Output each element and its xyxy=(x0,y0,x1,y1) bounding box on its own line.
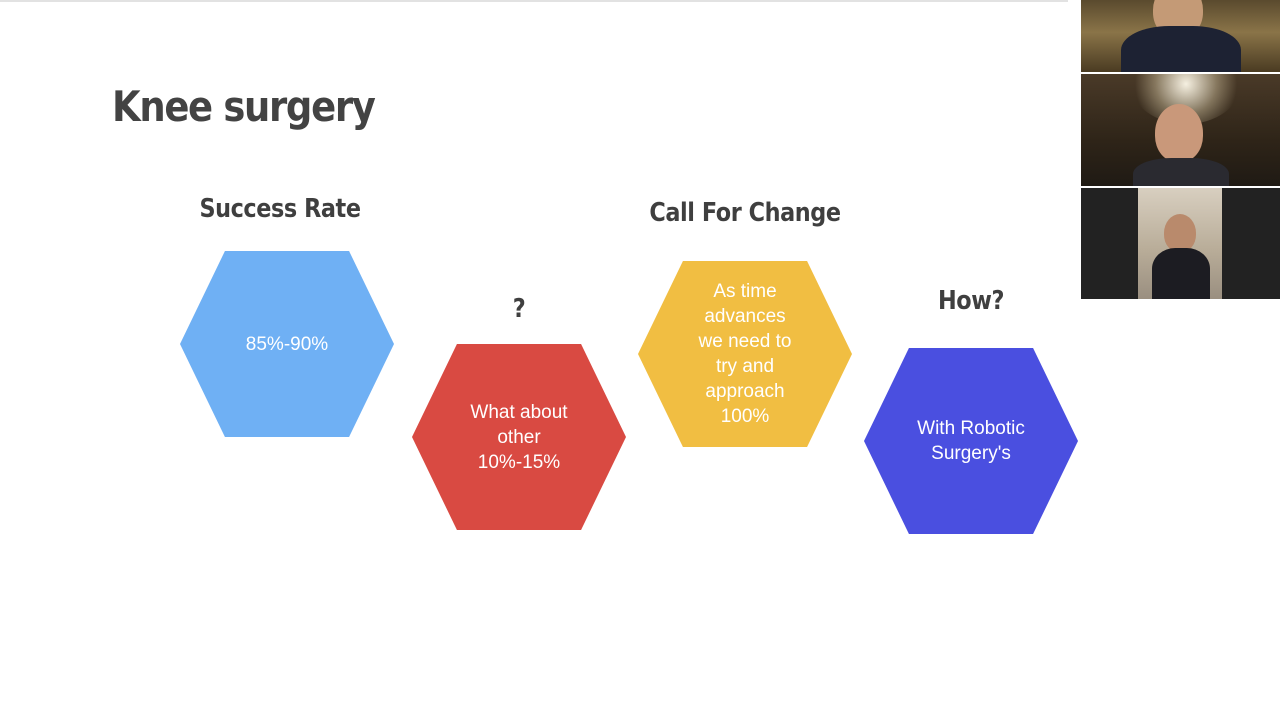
participant-video-1[interactable] xyxy=(1081,0,1280,72)
heading-how: How? xyxy=(938,286,1004,316)
hexagon-other-percent: What about other 10%-15% xyxy=(412,344,626,530)
participant-1-body xyxy=(1121,26,1241,72)
hexagon-success-rate-text: 85%-90% xyxy=(245,333,329,355)
hexagon-other-percent-text: What about other 10%-15% xyxy=(470,401,568,473)
participant-2-body xyxy=(1133,158,1229,186)
participant-3-frame xyxy=(1138,188,1222,299)
hexagon-call-for-change: As time advances we need to try and appr… xyxy=(638,261,852,447)
participant-3-head xyxy=(1164,214,1196,252)
heading-call-for-change: Call For Change xyxy=(649,198,841,228)
participant-2-head xyxy=(1155,104,1203,162)
participant-video-3[interactable] xyxy=(1081,188,1280,299)
hexagon-call-for-change-text: As time advances we need to try and appr… xyxy=(698,281,792,427)
participant-video-2[interactable] xyxy=(1081,74,1280,186)
hexagon-how: With Robotic Surgery's xyxy=(864,348,1078,534)
participant-3-body xyxy=(1152,248,1210,299)
hexagon-how-text: With Robotic Surgery's xyxy=(917,418,1025,464)
heading-question: ? xyxy=(512,294,526,324)
heading-success-rate: Success Rate xyxy=(199,194,361,224)
slide-top-border xyxy=(0,0,1068,2)
slide-title: Knee surgery xyxy=(112,82,376,131)
hexagon-success-rate: 85%-90% xyxy=(180,251,394,437)
